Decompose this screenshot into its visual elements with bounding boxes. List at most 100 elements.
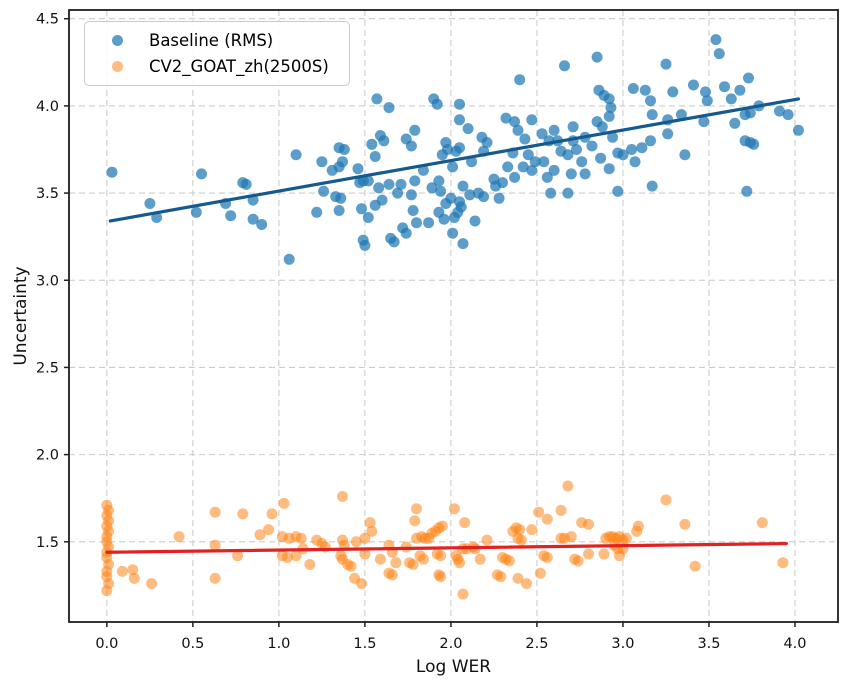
x-axis-title: Log WER bbox=[415, 657, 492, 677]
cv2-goat-point bbox=[562, 480, 574, 492]
legend-item-cv2-goat: CV2_GOAT_zh(2500S) bbox=[98, 57, 329, 76]
baseline-point bbox=[559, 60, 570, 72]
cv2-goat-point bbox=[304, 559, 316, 570]
cv2-goat-point bbox=[407, 559, 419, 570]
baseline-point bbox=[359, 239, 371, 251]
cv2-goat-point bbox=[209, 572, 221, 584]
cv2-goat-legend-marker-icon bbox=[112, 61, 123, 72]
baseline-point bbox=[478, 191, 490, 203]
baseline-point bbox=[626, 144, 638, 155]
baseline-point bbox=[734, 84, 746, 96]
cv2-goat-point bbox=[411, 503, 422, 515]
baseline-point bbox=[457, 180, 469, 192]
baseline-point bbox=[438, 213, 450, 225]
x-tick-label: 2.5 bbox=[525, 636, 548, 652]
cv2-goat-point bbox=[374, 553, 386, 565]
baseline-point bbox=[526, 164, 538, 176]
baseline-point bbox=[603, 93, 615, 105]
baseline-point bbox=[383, 178, 395, 190]
baseline-point bbox=[646, 180, 658, 192]
cv2-goat-points bbox=[101, 480, 789, 600]
baseline-point bbox=[362, 212, 374, 223]
y-tick-label: 4.0 bbox=[36, 99, 59, 115]
baseline-point bbox=[409, 175, 421, 187]
baseline-point bbox=[311, 206, 323, 218]
cv2-goat-point bbox=[541, 513, 553, 525]
baseline-point bbox=[333, 205, 345, 216]
cv2-goat-point bbox=[454, 557, 465, 569]
baseline-point bbox=[595, 152, 607, 164]
cv2-goat-point bbox=[435, 571, 447, 583]
baseline-point bbox=[469, 215, 481, 227]
baseline-point bbox=[743, 72, 754, 84]
cv2-goat-point bbox=[237, 508, 249, 520]
x-tick-label: 0.5 bbox=[181, 636, 204, 652]
cv2-goat-point bbox=[337, 491, 348, 502]
baseline-point bbox=[586, 140, 598, 152]
baseline-point bbox=[144, 198, 156, 209]
baseline-point bbox=[629, 156, 641, 168]
baseline-point bbox=[106, 166, 118, 178]
x-tick-label: 3.0 bbox=[611, 636, 634, 652]
cv2-goat-point bbox=[512, 572, 524, 584]
cv2-goat-point bbox=[777, 557, 789, 569]
y-tick-label: 1.5 bbox=[36, 535, 59, 551]
baseline-point bbox=[782, 109, 794, 121]
cv2-goat-point bbox=[436, 520, 448, 532]
baseline-point bbox=[366, 138, 378, 150]
y-tick-label: 3.5 bbox=[36, 186, 59, 202]
cv2-goat-point bbox=[679, 518, 691, 530]
legend-label-baseline: Baseline (RMS) bbox=[149, 31, 274, 50]
cv2-goat-point bbox=[282, 552, 293, 563]
cv2-goat-point bbox=[555, 504, 567, 516]
baseline-point bbox=[636, 142, 648, 154]
baseline-point bbox=[646, 109, 658, 121]
cv2-goat-point bbox=[146, 578, 158, 590]
baseline-point bbox=[442, 144, 453, 155]
cv2-goat-point bbox=[448, 503, 460, 515]
cv2-goat-point bbox=[359, 532, 371, 544]
cv2-goat-point bbox=[173, 531, 185, 543]
baseline-point bbox=[596, 121, 608, 133]
baseline-point bbox=[362, 175, 374, 187]
cv2-goat-point bbox=[209, 506, 221, 518]
baseline-point bbox=[196, 168, 207, 180]
baseline-point bbox=[710, 34, 722, 46]
baseline-point bbox=[729, 117, 741, 129]
baseline-point bbox=[447, 227, 459, 239]
baseline-point bbox=[445, 192, 457, 204]
cv2-goat-point bbox=[534, 567, 546, 579]
baseline-point bbox=[548, 124, 560, 136]
baseline-point bbox=[283, 253, 295, 265]
baseline-point bbox=[395, 178, 407, 190]
baseline-point bbox=[698, 116, 710, 128]
cv2-goat-point bbox=[127, 564, 139, 576]
baseline-point bbox=[338, 144, 350, 155]
x-tick-label: 2.0 bbox=[439, 636, 462, 652]
x-tick-label: 1.5 bbox=[353, 636, 376, 652]
baseline-point bbox=[352, 163, 364, 175]
baseline-point bbox=[290, 149, 302, 161]
baseline-point bbox=[675, 109, 687, 121]
cv2-goat-point bbox=[359, 548, 371, 560]
plot-border bbox=[68, 9, 839, 623]
baseline-point bbox=[591, 51, 603, 63]
legend-item-baseline: Baseline (RMS) bbox=[98, 31, 329, 50]
baseline-point bbox=[667, 86, 679, 98]
cv2-goat-point bbox=[366, 525, 378, 537]
cv2-goat-trend-line bbox=[105, 541, 788, 554]
baseline-point bbox=[741, 185, 753, 197]
baseline-point bbox=[318, 185, 330, 197]
baseline-point bbox=[617, 149, 629, 161]
cv2-goat-point bbox=[457, 588, 469, 600]
cv2-goat-point bbox=[660, 494, 672, 506]
baseline-point bbox=[335, 192, 347, 204]
baseline-point bbox=[562, 149, 574, 161]
baseline-point bbox=[792, 124, 804, 136]
y-tick-label: 4.5 bbox=[36, 12, 59, 28]
cv2-goat-point bbox=[409, 515, 421, 527]
baseline-point bbox=[457, 238, 469, 250]
baseline-point bbox=[240, 178, 252, 190]
baseline-point bbox=[607, 131, 619, 143]
